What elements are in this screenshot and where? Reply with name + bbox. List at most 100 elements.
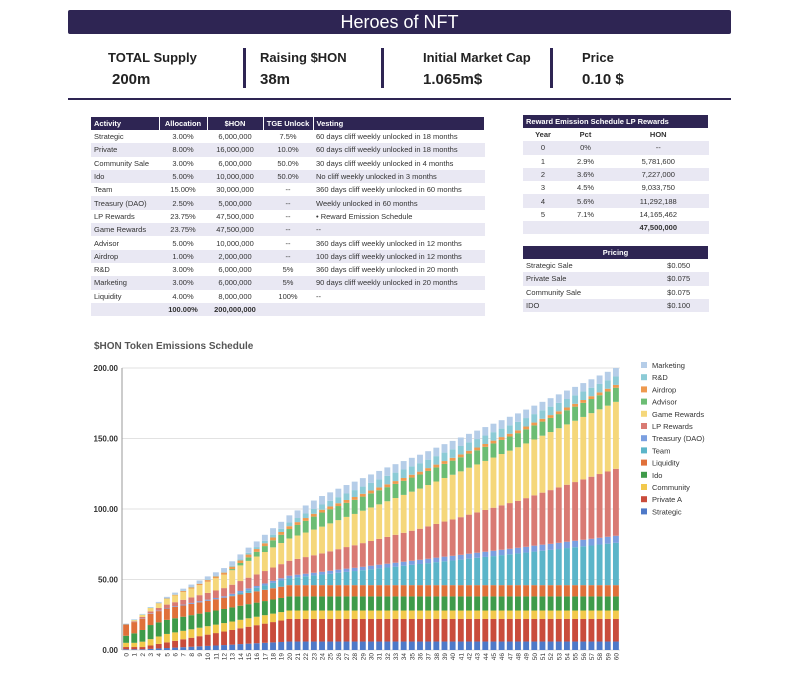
bar-segment-strategic: [433, 641, 440, 650]
bar-segment-private-a: [278, 620, 285, 642]
x-tick-label: 52: [548, 653, 555, 661]
bar-segment-treasury-dao-: [441, 556, 448, 562]
table-cell: LP Rewards: [94, 211, 135, 221]
bar-segment-game-rewards: [563, 424, 570, 485]
x-tick-label: 39: [442, 653, 449, 661]
bar-segment-strategic: [335, 641, 342, 650]
bar-segment-marketing: [531, 405, 538, 415]
bar-segment-airdrop: [359, 493, 366, 497]
bar-segment-lp-rewards: [580, 479, 587, 540]
bar-segment-r-d: [417, 463, 423, 472]
bar-segment-advisor: [294, 524, 301, 536]
bar-segment-private-a: [482, 618, 489, 642]
bar-segment-strategic: [245, 643, 252, 650]
bar-segment-community: [580, 610, 587, 619]
col-header: Vesting: [313, 117, 485, 130]
bar-segment-community: [498, 610, 505, 619]
table-cell: --: [263, 196, 313, 210]
bar-segment-team: [278, 580, 285, 587]
bar-segment-game-rewards: [221, 574, 227, 589]
bar-segment-r-d: [400, 469, 407, 478]
bar-segment-airdrop: [515, 430, 521, 434]
bar-segment-ido: [555, 596, 562, 611]
bar-segment-ido: [278, 597, 285, 613]
x-tick-label: 24: [320, 653, 327, 661]
table-cell: 6,000,000: [218, 265, 252, 275]
x-tick-label: 33: [393, 653, 400, 661]
bar-segment-strategic: [539, 641, 546, 650]
bar-segment-ido: [441, 596, 448, 611]
bar-segment-team: [384, 567, 391, 586]
bar-segment-strategic: [466, 641, 472, 650]
bar-segment-advisor: [270, 540, 276, 548]
bar-segment-team: [417, 563, 423, 586]
bar-segment-lp-rewards: [343, 547, 350, 569]
table-cell: 3.00%: [159, 276, 207, 290]
table-cell: • Reward Emission Schedule: [316, 211, 413, 221]
legend-swatch: [641, 374, 647, 381]
bar-segment-private-a: [286, 618, 293, 642]
table-cell: $0.100: [648, 298, 709, 313]
bar-segment-private-a: [596, 618, 603, 642]
col-header: Allocation: [159, 117, 208, 130]
bar-segment-r-d: [466, 442, 472, 451]
bar-segment-ido: [270, 599, 276, 614]
bar-segment-game-rewards: [335, 520, 342, 550]
bar-segment-lp-rewards: [425, 526, 432, 559]
table-cell: 23.75%: [170, 211, 196, 221]
bar-segment-marketing: [368, 474, 374, 483]
bar-segment-ido: [376, 596, 383, 611]
bar-segment-strategic: [319, 641, 325, 650]
bar-segment-strategic: [351, 641, 358, 650]
bar-segment-r-d: [408, 466, 415, 475]
table-cell: 3: [540, 183, 546, 193]
bar-segment-team: [335, 572, 342, 586]
bar-segment-airdrop: [286, 526, 293, 530]
bar-segment-lp-rewards: [335, 549, 342, 570]
stat-total-supply: TOTAL Supply 200m: [108, 50, 197, 88]
bar-segment-airdrop: [539, 418, 546, 422]
bar-segment-community: [310, 610, 317, 619]
bar-segment-airdrop: [335, 503, 342, 507]
bar-segment-community: [555, 610, 562, 619]
table-cell: 50.0%: [263, 169, 313, 184]
bar-segment-treasury-dao-: [572, 540, 579, 548]
bar-segment-airdrop: [490, 440, 497, 444]
x-tick-label: 36: [417, 653, 424, 661]
bar-segment-liquidity: [294, 585, 301, 597]
bar-segment-lp-rewards: [253, 574, 260, 586]
x-tick-label: 13: [230, 653, 237, 661]
table-cell: 5.00%: [172, 238, 194, 248]
table-cell: 7,227,000: [608, 167, 709, 182]
x-tick-label: 60: [613, 653, 620, 661]
bar-segment-airdrop: [433, 464, 440, 468]
x-tick-label: 28: [352, 653, 359, 661]
bar-segment-ido: [466, 596, 472, 611]
bar-segment-lp-rewards: [400, 532, 407, 562]
bar-segment-liquidity: [392, 585, 399, 597]
table-row: IDO $0.100: [523, 298, 709, 313]
x-tick-label: 31: [377, 653, 384, 661]
bar-segment-community: [531, 610, 538, 619]
bar-segment-treasury-dao-: [539, 544, 546, 551]
bar-segment-airdrop: [180, 591, 187, 593]
bar-segment-strategic: [163, 648, 170, 650]
bar-segment-game-rewards: [351, 513, 358, 546]
bar-segment-airdrop: [417, 471, 423, 475]
bar-segment-strategic: [278, 641, 285, 650]
bar-segment-ido: [498, 596, 505, 611]
x-tick-label: 59: [605, 653, 612, 661]
bar-segment-treasury-dao-: [604, 536, 611, 544]
bar-segment-community: [172, 632, 179, 641]
bar-segment-team: [539, 550, 546, 586]
bar-segment-lp-rewards: [547, 490, 554, 544]
bar-segment-strategic: [310, 641, 317, 650]
bar-segment-strategic: [261, 642, 268, 650]
stat-value: 0.10 $: [582, 71, 624, 88]
legend-swatch: [641, 398, 647, 405]
bar-segment-game-rewards: [172, 595, 179, 603]
bar-segment-liquidity: [229, 596, 236, 608]
legend-label: Game Rewards: [652, 410, 704, 419]
bar-segment-liquidity: [604, 585, 611, 597]
bar-segment-lp-rewards: [188, 597, 195, 603]
